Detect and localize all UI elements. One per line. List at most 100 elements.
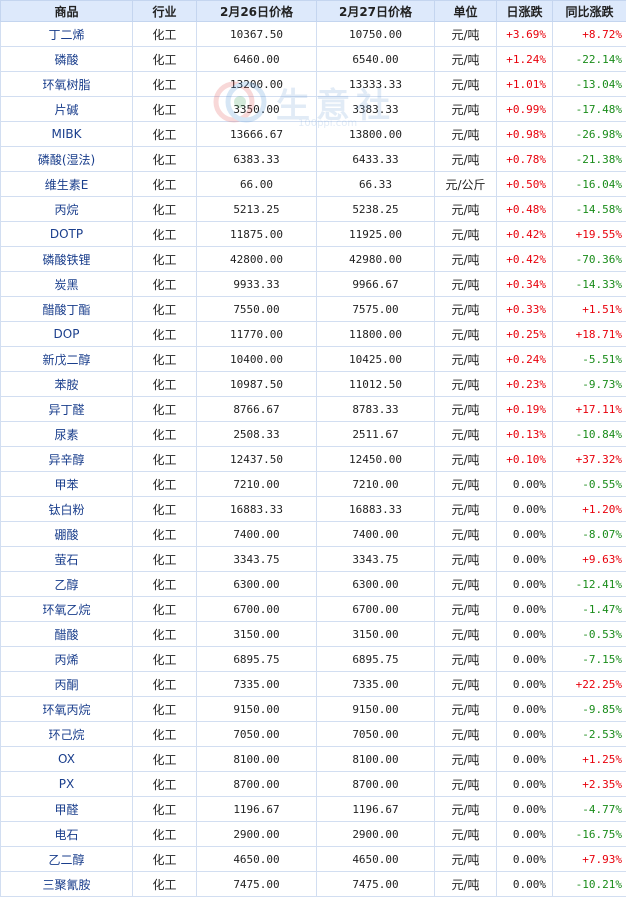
header-daily-change[interactable]: 日涨跌 [496, 0, 553, 22]
product-name[interactable]: 钛白粉 [0, 496, 133, 522]
daily-change: 0.00% [496, 571, 553, 597]
industry-cell: 化工 [132, 471, 197, 497]
product-name[interactable]: 磷酸铁锂 [0, 246, 133, 272]
product-name[interactable]: 甲苯 [0, 471, 133, 497]
daily-change: +0.99% [496, 96, 553, 122]
product-name[interactable]: 环己烷 [0, 721, 133, 747]
daily-change: 0.00% [496, 821, 553, 847]
product-name[interactable]: DOTP [0, 221, 133, 247]
unit-cell: 元/吨 [434, 21, 497, 47]
header-product[interactable]: 商品 [0, 0, 133, 22]
yoy-change: -0.55% [552, 471, 626, 497]
product-name[interactable]: 环氧丙烷 [0, 696, 133, 722]
product-name[interactable]: 乙醇 [0, 571, 133, 597]
daily-change: 0.00% [496, 846, 553, 872]
product-name[interactable]: 异丁醛 [0, 396, 133, 422]
product-name[interactable]: 环氧树脂 [0, 71, 133, 97]
price-feb27: 7335.00 [316, 671, 435, 697]
daily-change: +0.23% [496, 371, 553, 397]
price-feb27: 7400.00 [316, 521, 435, 547]
price-feb26: 6700.00 [196, 596, 317, 622]
industry-cell: 化工 [132, 571, 197, 597]
price-feb26: 11875.00 [196, 221, 317, 247]
product-name[interactable]: 萤石 [0, 546, 133, 572]
price-feb27: 11800.00 [316, 321, 435, 347]
product-name[interactable]: DOP [0, 321, 133, 347]
product-name[interactable]: 甲醛 [0, 796, 133, 822]
unit-cell: 元/吨 [434, 721, 497, 747]
unit-cell: 元/吨 [434, 221, 497, 247]
product-name[interactable]: 维生素E [0, 171, 133, 197]
yoy-change: -5.51% [552, 346, 626, 372]
product-name[interactable]: 片碱 [0, 96, 133, 122]
industry-cell: 化工 [132, 146, 197, 172]
yoy-change: -14.58% [552, 196, 626, 222]
unit-cell: 元/吨 [434, 496, 497, 522]
price-feb26: 7050.00 [196, 721, 317, 747]
daily-change: +0.25% [496, 321, 553, 347]
product-name[interactable]: 醋酸丁酯 [0, 296, 133, 322]
industry-cell: 化工 [132, 646, 197, 672]
product-name[interactable]: 丙烷 [0, 196, 133, 222]
unit-cell: 元/吨 [434, 246, 497, 272]
header-price-feb27[interactable]: 2月27日价格 [316, 0, 435, 22]
product-name[interactable]: 炭黑 [0, 271, 133, 297]
daily-change: +0.50% [496, 171, 553, 197]
daily-change: 0.00% [496, 721, 553, 747]
product-name[interactable]: 苯胺 [0, 371, 133, 397]
product-name[interactable]: 丙烯 [0, 646, 133, 672]
yoy-change: -7.15% [552, 646, 626, 672]
product-name[interactable]: 异辛醇 [0, 446, 133, 472]
price-feb26: 2900.00 [196, 821, 317, 847]
daily-change: 0.00% [496, 621, 553, 647]
product-name[interactable]: 电石 [0, 821, 133, 847]
yoy-change: +8.72% [552, 21, 626, 47]
product-name[interactable]: 三聚氰胺 [0, 871, 133, 897]
product-name[interactable]: 新戊二醇 [0, 346, 133, 372]
product-name[interactable]: 磷酸 [0, 46, 133, 72]
header-industry[interactable]: 行业 [132, 0, 197, 22]
unit-cell: 元/吨 [434, 396, 497, 422]
daily-change: +1.01% [496, 71, 553, 97]
price-feb26: 3350.00 [196, 96, 317, 122]
price-feb26: 4650.00 [196, 846, 317, 872]
unit-cell: 元/吨 [434, 596, 497, 622]
yoy-change: -8.07% [552, 521, 626, 547]
industry-cell: 化工 [132, 121, 197, 147]
product-name[interactable]: 环氧乙烷 [0, 596, 133, 622]
price-feb26: 10400.00 [196, 346, 317, 372]
unit-cell: 元/吨 [434, 71, 497, 97]
product-name[interactable]: 丙酮 [0, 671, 133, 697]
product-name[interactable]: 硼酸 [0, 521, 133, 547]
daily-change: +0.19% [496, 396, 553, 422]
product-name[interactable]: OX [0, 746, 133, 772]
product-name[interactable]: 尿素 [0, 421, 133, 447]
unit-cell: 元/吨 [434, 446, 497, 472]
industry-cell: 化工 [132, 421, 197, 447]
product-name[interactable]: PX [0, 771, 133, 797]
product-name[interactable]: 醋酸 [0, 621, 133, 647]
industry-cell: 化工 [132, 71, 197, 97]
yoy-change: +1.20% [552, 496, 626, 522]
unit-cell: 元/吨 [434, 471, 497, 497]
unit-cell: 元/吨 [434, 671, 497, 697]
price-feb26: 7550.00 [196, 296, 317, 322]
table-header-row: 商品 行业 2月26日价格 2月27日价格 单位 日涨跌 同比涨跌 [0, 0, 626, 22]
header-yoy-change[interactable]: 同比涨跌 [552, 0, 626, 22]
unit-cell: 元/吨 [434, 346, 497, 372]
price-feb26: 6895.75 [196, 646, 317, 672]
price-feb26: 9933.33 [196, 271, 317, 297]
price-feb27: 6433.33 [316, 146, 435, 172]
unit-cell: 元/吨 [434, 696, 497, 722]
product-name[interactable]: 乙二醇 [0, 846, 133, 872]
yoy-change: -9.85% [552, 696, 626, 722]
price-feb26: 10367.50 [196, 21, 317, 47]
yoy-change: +37.32% [552, 446, 626, 472]
header-price-feb26[interactable]: 2月26日价格 [196, 0, 317, 22]
table-row: 新戊二醇 化工 10400.00 10425.00 元/吨 +0.24% -5.51% [0, 346, 626, 372]
header-unit[interactable]: 单位 [434, 0, 497, 22]
product-name[interactable]: 磷酸(湿法) [0, 146, 133, 172]
product-name[interactable]: MIBK [0, 121, 133, 147]
industry-cell: 化工 [132, 321, 197, 347]
product-name[interactable]: 丁二烯 [0, 21, 133, 47]
